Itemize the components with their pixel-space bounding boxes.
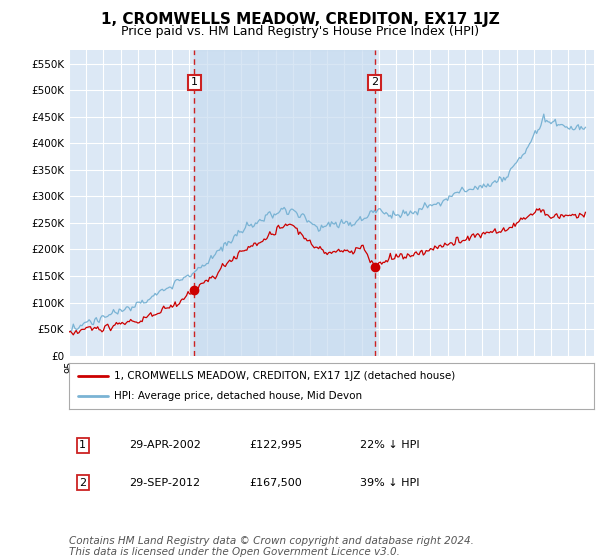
Text: £167,500: £167,500 (249, 478, 302, 488)
Text: 1, CROMWELLS MEADOW, CREDITON, EX17 1JZ (detached house): 1, CROMWELLS MEADOW, CREDITON, EX17 1JZ … (113, 371, 455, 381)
Text: HPI: Average price, detached house, Mid Devon: HPI: Average price, detached house, Mid … (113, 391, 362, 401)
Text: Price paid vs. HM Land Registry's House Price Index (HPI): Price paid vs. HM Land Registry's House … (121, 25, 479, 38)
Text: £122,995: £122,995 (249, 440, 302, 450)
Text: 2: 2 (371, 77, 378, 87)
Text: 29-SEP-2012: 29-SEP-2012 (129, 478, 200, 488)
Text: 29-APR-2002: 29-APR-2002 (129, 440, 201, 450)
Text: 39% ↓ HPI: 39% ↓ HPI (360, 478, 419, 488)
Bar (194, 50, 374, 356)
Text: 1, CROMWELLS MEADOW, CREDITON, EX17 1JZ: 1, CROMWELLS MEADOW, CREDITON, EX17 1JZ (101, 12, 499, 27)
Text: 2: 2 (79, 478, 86, 488)
Text: 1: 1 (79, 440, 86, 450)
Text: 1: 1 (191, 77, 198, 87)
Text: Contains HM Land Registry data © Crown copyright and database right 2024.
This d: Contains HM Land Registry data © Crown c… (69, 535, 474, 557)
Text: 22% ↓ HPI: 22% ↓ HPI (360, 440, 419, 450)
